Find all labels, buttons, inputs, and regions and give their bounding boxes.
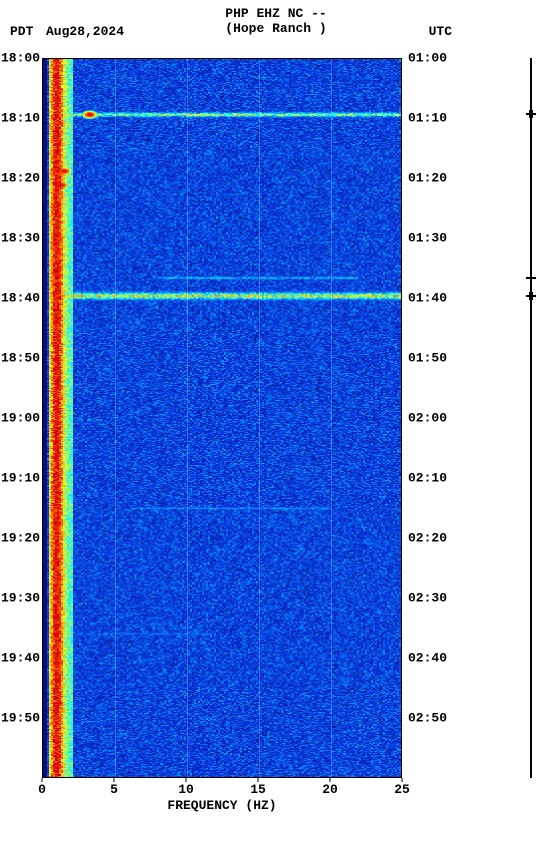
y-axis-right-ticks: 01:0001:1001:2001:3001:4001:5002:0002:10… [404, 58, 464, 778]
y-right-tick: 01:30 [408, 231, 447, 246]
x-tick: 10 [178, 782, 194, 797]
right-timezone-label: UTC [429, 24, 452, 39]
event-marker [526, 295, 536, 297]
y-right-tick: 02:50 [408, 711, 447, 726]
y-right-tick: 02:40 [408, 651, 447, 666]
y-right-tick: 01:10 [408, 111, 447, 126]
event-marker-bar [530, 58, 532, 778]
x-tick: 15 [250, 782, 266, 797]
spectrogram-plot [42, 58, 402, 778]
x-axis-ticks: 0510152025 [42, 778, 402, 798]
station-title-line1: PHP EHZ NC -- [0, 6, 552, 21]
left-timezone-label: PDT [10, 24, 33, 39]
spectrogram-heatmap [43, 59, 401, 777]
y-left-tick: 19:30 [1, 591, 40, 606]
y-left-tick: 18:50 [1, 351, 40, 366]
y-right-tick: 01:50 [408, 351, 447, 366]
y-left-tick: 18:10 [1, 111, 40, 126]
y-right-tick: 02:30 [408, 591, 447, 606]
y-right-tick: 02:10 [408, 471, 447, 486]
y-left-tick: 19:00 [1, 411, 40, 426]
y-right-tick: 02:00 [408, 411, 447, 426]
y-right-tick: 01:00 [408, 51, 447, 66]
x-tick: 5 [110, 782, 118, 797]
event-marker [526, 113, 536, 115]
y-right-tick: 02:20 [408, 531, 447, 546]
x-tick: 0 [38, 782, 46, 797]
y-left-tick: 18:00 [1, 51, 40, 66]
y-left-tick: 18:40 [1, 291, 40, 306]
y-left-tick: 19:50 [1, 711, 40, 726]
y-left-tick: 19:20 [1, 531, 40, 546]
y-axis-left-ticks: 18:0018:1018:2018:3018:4018:5019:0019:10… [0, 58, 42, 778]
y-right-tick: 01:40 [408, 291, 447, 306]
x-tick: 20 [322, 782, 338, 797]
y-left-tick: 18:20 [1, 171, 40, 186]
y-left-tick: 18:30 [1, 231, 40, 246]
date-label: Aug28,2024 [46, 24, 124, 39]
x-tick: 25 [394, 782, 410, 797]
y-right-tick: 01:20 [408, 171, 447, 186]
x-axis-title: FREQUENCY (HZ) [42, 798, 402, 813]
event-marker [526, 277, 536, 279]
y-left-tick: 19:40 [1, 651, 40, 666]
y-left-tick: 19:10 [1, 471, 40, 486]
